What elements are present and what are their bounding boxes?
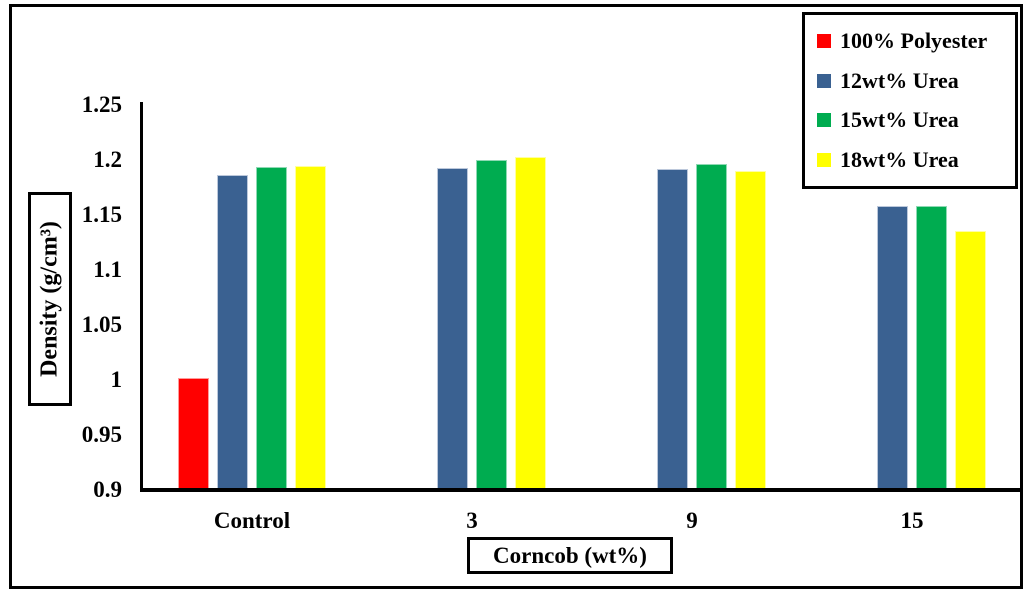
y-axis-title: Density (g/cm³) (36, 221, 63, 377)
legend-swatch-icon (817, 34, 831, 49)
y-tick-label-1.25: 1.25 (81, 91, 122, 117)
bar-12wt-urea15 (877, 206, 908, 490)
y-tick-label-0.95: 0.95 (81, 421, 122, 447)
y-axis-title-box: Density (g/cm³) (28, 192, 72, 406)
legend-swatch-icon (817, 113, 831, 128)
bar-12wt-urea3 (437, 168, 468, 489)
legend-item: 15wt% Urea (817, 107, 1015, 133)
legend-label: 12wt% Urea (840, 67, 959, 93)
legend: 100% Polyester 12wt% Urea 15wt% Urea 18wt% … (802, 12, 1018, 189)
y-tick-label-1.2: 1.2 (93, 146, 122, 172)
x-tick-label-3: 3 (466, 508, 478, 533)
y-tick-label-1.05: 1.05 (81, 311, 122, 337)
legend-swatch-icon (817, 73, 831, 88)
x-axis-title-box: Corncob (wt%) (467, 537, 673, 574)
x-axis-line (140, 488, 1023, 492)
legend-label: 15wt% Urea (840, 107, 959, 133)
y-tick-label-1.15: 1.15 (81, 201, 122, 227)
bar-18wt-urea9 (735, 171, 766, 490)
bar-100-polyestercontrol (178, 378, 209, 489)
y-tick-label-0.9: 0.9 (93, 476, 122, 502)
bar-15wt-urea15 (916, 206, 947, 490)
y-axis-line (140, 102, 143, 491)
x-tick-label-9: 9 (686, 508, 698, 533)
x-tick-label-15: 15 (900, 508, 924, 533)
bar-18wt-urea15 (955, 231, 986, 490)
legend-item: 12wt% Urea (817, 68, 1015, 94)
legend-item: 18wt% Urea (817, 147, 1015, 173)
legend-swatch-icon (817, 152, 831, 167)
bar-15wt-urea9 (696, 164, 727, 490)
y-tick-label-1.1: 1.1 (93, 256, 122, 282)
x-tick-label-control: Control (213, 508, 291, 533)
y-tick-label-1: 1 (110, 366, 123, 392)
bar-18wt-ureacontrol (295, 166, 326, 489)
bar-12wt-ureacontrol (217, 175, 248, 490)
chart-outer-border (9, 4, 1023, 589)
legend-label: 100% Polyester (840, 28, 988, 54)
bar-18wt-urea3 (515, 157, 546, 489)
bar-12wt-urea9 (657, 169, 688, 489)
legend-item: 100% Polyester (817, 28, 1015, 54)
legend-label: 18wt% Urea (840, 146, 959, 172)
x-axis-title: Corncob (wt%) (493, 543, 647, 568)
bar-15wt-urea3 (476, 160, 507, 490)
bar-15wt-ureacontrol (256, 167, 287, 489)
